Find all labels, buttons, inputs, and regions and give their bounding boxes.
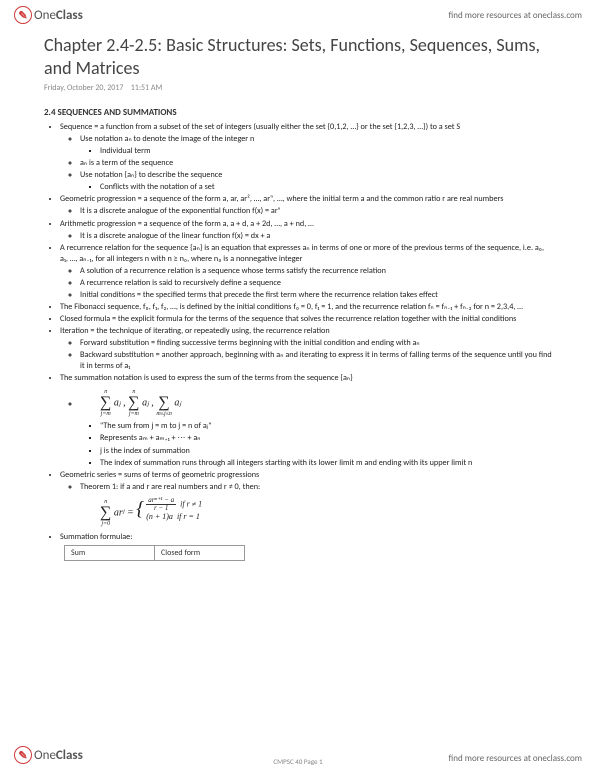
list-item: A recurrence relation for the sequence {… bbox=[60, 243, 552, 265]
footer-link[interactable]: find more resources at oneclass.com bbox=[449, 753, 582, 764]
list-item: Theorem 1: if a and r are real numbers a… bbox=[80, 482, 552, 531]
list-item: Closed formula = the explicit formula fo… bbox=[60, 314, 552, 325]
list-item: Use notation aₙ to denote the image of t… bbox=[80, 134, 552, 145]
list-item: Use notation {aₙ} to describe the sequen… bbox=[80, 170, 552, 181]
logo-text: OneClass bbox=[34, 748, 83, 763]
footer-logo: ✎ OneClass bbox=[14, 746, 83, 764]
list-item: It is a discrete analogue of the linear … bbox=[80, 231, 552, 242]
table-header: Sum bbox=[65, 546, 155, 561]
list-item: Summation formulae: bbox=[60, 532, 552, 543]
header-bar: ✎ OneClass find more resources at onecla… bbox=[0, 0, 596, 28]
logo-icon: ✎ bbox=[14, 746, 32, 764]
list-item: Geometric progression = a sequence of th… bbox=[60, 194, 552, 205]
content: Chapter 2.4-2.5: Basic Structures: Sets,… bbox=[0, 28, 596, 561]
list-item: The summation notation is used to expres… bbox=[60, 373, 552, 384]
list-item: Initial conditions = the specified terms… bbox=[80, 290, 552, 301]
meta-time: 11:51 AM bbox=[131, 83, 163, 93]
list-item: "The sum from j = m to j = n of aⱼ" bbox=[100, 421, 552, 432]
section-heading: 2.4 SEQUENCES AND SUMMATIONS bbox=[44, 107, 552, 118]
list-item: aₙ is a term of the sequence bbox=[80, 158, 552, 169]
meta-date: Friday, October 20, 2017 bbox=[44, 83, 123, 93]
list-item: Geometric series = sums of terms of geom… bbox=[60, 470, 552, 481]
list-item: j is the index of summation bbox=[100, 446, 552, 457]
table-header: Closed form bbox=[155, 546, 245, 561]
list-item: Forward substitution = finding successiv… bbox=[80, 338, 552, 349]
list-item: Arithmetic progression = a sequence of t… bbox=[60, 219, 552, 230]
list-item: The index of summation runs through all … bbox=[100, 458, 552, 469]
footer-bar: ✎ OneClass find more resources at onecla… bbox=[0, 742, 596, 770]
notes-list: Sequence = a function from a subset of t… bbox=[44, 122, 552, 543]
header-link[interactable]: find more resources at oneclass.com bbox=[449, 10, 582, 21]
list-item: A recurrence relation is said to recursi… bbox=[80, 278, 552, 289]
geometric-formula: n∑j=0 arʲ = { arⁿ⁺¹ − ar − 1 if r ≠ 1 (n… bbox=[80, 493, 552, 531]
logo: ✎ OneClass bbox=[14, 6, 83, 24]
list-item: Sequence = a function from a subset of t… bbox=[60, 122, 552, 133]
list-item: Represents aₘ + aₘ₊₁ + ⋯ + aₙ bbox=[100, 433, 552, 444]
list-item: Iteration = the technique of iterating, … bbox=[60, 326, 552, 337]
meta: Friday, October 20, 2017 11:51 AM bbox=[44, 83, 552, 93]
list-item: Individual term bbox=[100, 146, 552, 157]
list-item: n∑j=m aⱼ , n∑j=m aⱼ , ∑m≤j≤n aⱼ "The sum… bbox=[80, 385, 552, 468]
list-item: A solution of a recurrence relation is a… bbox=[80, 266, 552, 277]
list-item: The Fibonacci sequence, f₀, f₁, f₂, …, i… bbox=[60, 302, 552, 313]
page-title: Chapter 2.4-2.5: Basic Structures: Sets,… bbox=[44, 34, 552, 79]
formula-table: Sum Closed form bbox=[64, 545, 245, 561]
list-item: Backward substitution = another approach… bbox=[80, 350, 552, 372]
list-item: Conflicts with the notation of a set bbox=[100, 182, 552, 193]
logo-icon: ✎ bbox=[14, 6, 32, 24]
logo-text: OneClass bbox=[34, 8, 83, 23]
summation-formula: n∑j=m aⱼ , n∑j=m aⱼ , ∑m≤j≤n aⱼ bbox=[80, 385, 552, 421]
list-item: It is a discrete analogue of the exponen… bbox=[80, 206, 552, 217]
